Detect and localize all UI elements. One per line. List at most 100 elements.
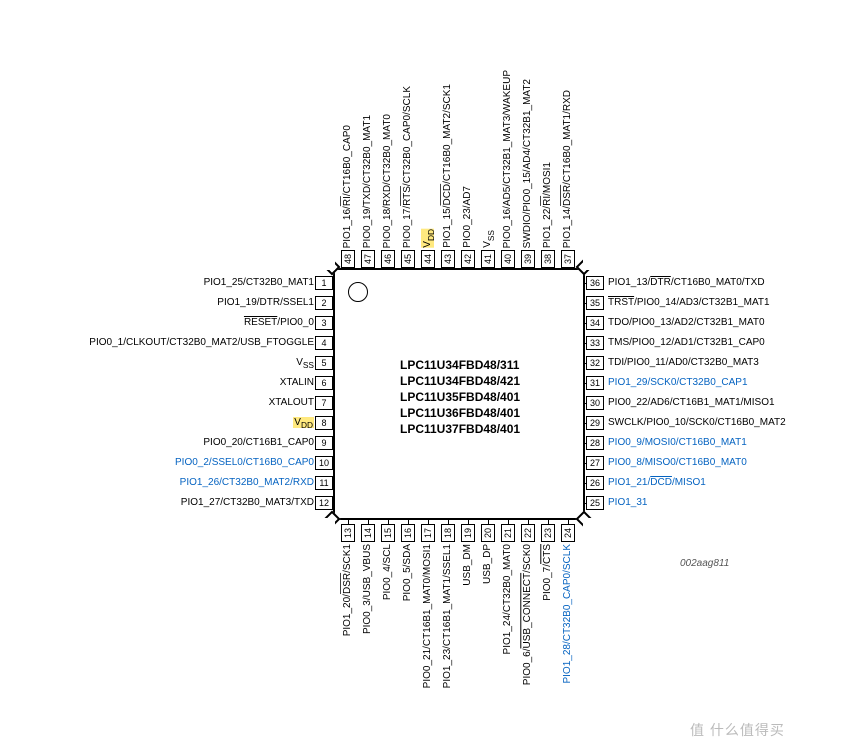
pin-number-box: 21 (501, 524, 515, 542)
pin-label: PIO1_29/SCK0/CT32B0_CAP1 (608, 377, 748, 388)
pin-label: PIO0_4/SCL (382, 544, 393, 600)
pin-number-box: 26 (586, 476, 604, 490)
pin-number-box: 13 (341, 524, 355, 542)
pin-label: PIO0_23/AD7 (462, 186, 473, 248)
pin-label: TDO/PIO0_13/AD2/CT32B1_MAT0 (608, 317, 765, 328)
pin-number-box: 9 (315, 436, 333, 450)
pin-label: PIO0_3/USB_VBUS (362, 544, 373, 634)
pin-number-box: 41 (481, 250, 495, 268)
pin-number-box: 32 (586, 356, 604, 370)
pin-label: VSS (296, 357, 314, 370)
corner-mask (323, 258, 335, 270)
pin-label: RESET/PIO0_0 (244, 317, 314, 328)
pin-label: SWCLK/PIO0_10/SCK0/CT16B0_MAT2 (608, 417, 786, 428)
pin-number-box: 35 (586, 296, 604, 310)
pin-label: PIO0_17/RTS/CT32B0_CAP0/SCLK (402, 86, 413, 248)
pin-label: XTALIN (280, 377, 314, 388)
pin-label: PIO1_28/CT32B0_CAP0/SCLK (562, 544, 573, 684)
pin-label: PIO1_20/DSR/SCK1 (342, 544, 353, 636)
pin-label: PIO1_26/CT32B0_MAT2/RXD (180, 477, 314, 488)
pin-label: PIO0_8/MISO0/CT16B0_MAT0 (608, 457, 747, 468)
pin-label: USB_DP (482, 544, 493, 584)
pin-label: PIO1_27/CT32B0_MAT3/TXD (181, 497, 314, 508)
pin-label: PIO1_22/RI/MOSI1 (542, 162, 553, 248)
pin-label: PIO0_22/AD6/CT16B1_MAT1/MISO1 (608, 397, 775, 408)
pin-number-box: 18 (441, 524, 455, 542)
pin-number-box: 33 (586, 336, 604, 350)
pin-label: TDI/PIO0_11/AD0/CT32B0_MAT3 (608, 357, 759, 368)
pin-label: PIO0_5/SDA (402, 544, 413, 601)
pin-number-box: 45 (401, 250, 415, 268)
pin-number-box: 10 (315, 456, 333, 470)
pin-label: PIO1_21/DCD/MISO1 (608, 477, 706, 488)
pin-number-box: 7 (315, 396, 333, 410)
pin-number-box: 19 (461, 524, 475, 542)
pin-number-box: 38 (541, 250, 555, 268)
pin-number-box: 5 (315, 356, 333, 370)
pin-label: PIO0_21/CT16B1_MAT0/MOSI1 (422, 544, 433, 688)
pin-number-box: 28 (586, 436, 604, 450)
pin-number-box: 46 (381, 250, 395, 268)
chip-name-line: LPC11U36FBD48/401 (400, 406, 520, 420)
pin-number-box: 11 (315, 476, 333, 490)
pin-label: PIO1_15/DCD/CT16B0_MAT2/SCK1 (442, 84, 453, 248)
pin-label: PIO1_14/DSR/CT16B0_MAT1/RXD (562, 90, 573, 248)
pin-number-box: 44 (421, 250, 435, 268)
corner-mask (583, 518, 595, 530)
pin-label: VSS (482, 230, 496, 248)
pin-label: XTALOUT (269, 397, 314, 408)
pin-label: PIO1_13/DTR/CT16B0_MAT0/TXD (608, 277, 765, 288)
chip-name-line: LPC11U37FBD48/401 (400, 422, 520, 436)
corner-mask (583, 258, 595, 270)
pin-number-box: 43 (441, 250, 455, 268)
pin-number-box: 27 (586, 456, 604, 470)
orientation-mark (348, 282, 368, 302)
pin-number-box: 2 (315, 296, 333, 310)
pin-label: PIO1_24/CT32B0_MAT0 (502, 544, 513, 654)
pin-label: PIO1_31 (608, 497, 647, 508)
pin-label: TMS/PIO0_12/AD1/CT32B1_CAP0 (608, 337, 765, 348)
pin-number-box: 48 (341, 250, 355, 268)
pin-number-box: 31 (586, 376, 604, 390)
pin-number-box: 14 (361, 524, 375, 542)
pin-number-box: 3 (315, 316, 333, 330)
pin-number-box: 6 (315, 376, 333, 390)
pin-number-box: 47 (361, 250, 375, 268)
pin-number-box: 1 (315, 276, 333, 290)
pin-number-box: 36 (586, 276, 604, 290)
pin-number-box: 37 (561, 250, 575, 268)
figure-id: 002aag811 (680, 558, 729, 569)
pin-number-box: 15 (381, 524, 395, 542)
pin-number-box: 17 (421, 524, 435, 542)
chip-name-line: LPC11U34FBD48/421 (400, 374, 520, 388)
watermark: 值 什么值得买 (690, 720, 785, 740)
pin-number-box: 25 (586, 496, 604, 510)
pin-number-box: 12 (315, 496, 333, 510)
pin-label: USB_DM (462, 544, 473, 586)
pin-number-box: 39 (521, 250, 535, 268)
pin-number-box: 24 (561, 524, 575, 542)
pin-label: PIO0_2/SSEL0/CT16B0_CAP0 (175, 457, 314, 468)
pin-label: PIO1_23/CT16B1_MAT1/SSEL1 (442, 544, 453, 688)
pin-label: PIO1_25/CT32B0_MAT1 (204, 277, 314, 288)
pin-number-box: 16 (401, 524, 415, 542)
pin-label: VDD (293, 417, 314, 430)
pin-label: PIO1_16/RI/CT16B0_CAP0 (342, 125, 353, 248)
pin-number-box: 34 (586, 316, 604, 330)
pin-label: PIO0_18/RXD/CT32B0_MAT0 (382, 114, 393, 248)
pin-number-box: 23 (541, 524, 555, 542)
pin-label: PIO0_20/CT16B1_CAP0 (203, 437, 314, 448)
pin-label: PIO0_16/AD5/CT32B1_MAT3/WAKEUP (502, 70, 513, 248)
pin-label: PIO0_7/CTS (542, 544, 553, 601)
corner-mask (323, 518, 335, 530)
pin-number-box: 20 (481, 524, 495, 542)
pin-number-box: 40 (501, 250, 515, 268)
pin-label: VDD (422, 229, 436, 248)
pin-label: PIO0_1/CLKOUT/CT32B0_MAT2/USB_FTOGGLE (89, 337, 314, 348)
pin-number-box: 8 (315, 416, 333, 430)
pin-label: PIO1_19/DTR/SSEL1 (217, 297, 314, 308)
pin-label: PIO0_19/TXD/CT32B0_MAT1 (362, 115, 373, 248)
pin-number-box: 42 (461, 250, 475, 268)
pin-label: TRST/PIO0_14/AD3/CT32B1_MAT1 (608, 297, 770, 308)
pin-label: SWDIO/PIO0_15/AD4/CT32B1_MAT2 (522, 79, 533, 248)
